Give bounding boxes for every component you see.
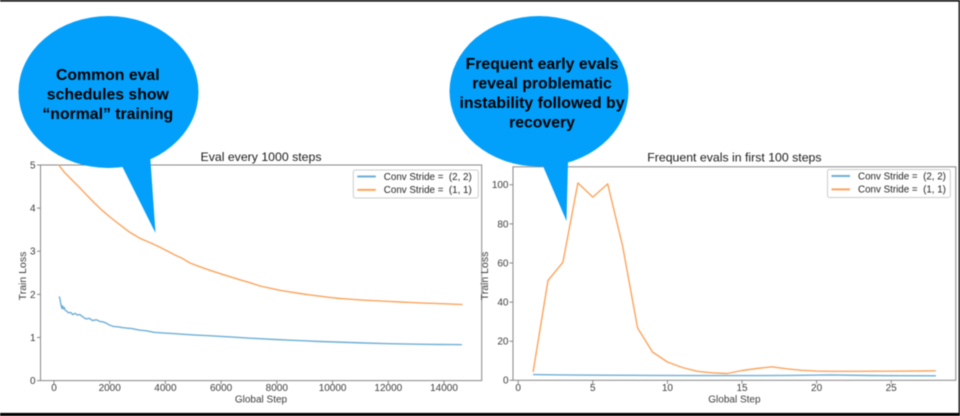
svg-text:instability followed by: instability followed by <box>459 95 624 112</box>
svg-text:2: 2 <box>30 290 36 301</box>
svg-text:25: 25 <box>886 383 898 394</box>
svg-text:Frequent evals in first 100 st: Frequent evals in first 100 steps <box>647 151 821 165</box>
svg-text:Conv Stride = (1, 1): Conv Stride = (1, 1) <box>858 185 946 196</box>
svg-text:20: 20 <box>497 337 509 348</box>
svg-text:Conv Stride = (2, 2): Conv Stride = (2, 2) <box>858 171 946 182</box>
svg-text:“normal” training: “normal” training <box>42 106 173 123</box>
svg-text:Train Loss: Train Loss <box>17 252 29 301</box>
svg-text:6000: 6000 <box>210 383 233 394</box>
svg-text:0: 0 <box>30 376 36 387</box>
svg-text:Eval every 1000 steps: Eval every 1000 steps <box>201 150 322 164</box>
svg-text:60: 60 <box>497 258 509 269</box>
svg-text:recovery: recovery <box>509 114 575 131</box>
svg-text:Frequent early evals: Frequent early evals <box>466 56 619 73</box>
svg-text:1: 1 <box>30 333 36 344</box>
svg-text:Conv Stride = (1, 1): Conv Stride = (1, 1) <box>384 185 472 196</box>
svg-text:2000: 2000 <box>99 383 122 394</box>
svg-text:3: 3 <box>30 247 36 258</box>
svg-text:Conv Stride = (2, 2): Conv Stride = (2, 2) <box>384 172 472 183</box>
svg-text:5: 5 <box>590 383 596 394</box>
svg-text:10000: 10000 <box>319 383 347 394</box>
svg-text:12000: 12000 <box>374 383 402 394</box>
svg-text:0: 0 <box>503 376 509 387</box>
svg-text:40: 40 <box>497 298 509 309</box>
svg-text:10: 10 <box>662 383 674 394</box>
svg-text:14000: 14000 <box>430 383 458 394</box>
svg-text:100: 100 <box>492 180 509 191</box>
svg-text:4: 4 <box>30 204 36 215</box>
svg-text:20: 20 <box>811 383 823 394</box>
svg-text:0: 0 <box>51 383 57 394</box>
svg-text:reveal problematic: reveal problematic <box>472 76 612 93</box>
svg-text:8000: 8000 <box>266 383 289 394</box>
svg-text:Common eval: Common eval <box>56 67 160 84</box>
svg-text:Global Step: Global Step <box>235 395 288 406</box>
svg-text:Train Loss: Train Loss <box>479 252 491 301</box>
svg-text:4000: 4000 <box>154 383 177 394</box>
svg-text:80: 80 <box>497 219 509 230</box>
svg-text:5: 5 <box>30 160 36 171</box>
svg-text:15: 15 <box>736 383 748 394</box>
svg-text:Global Step: Global Step <box>708 395 761 406</box>
svg-text:schedules show: schedules show <box>47 86 170 103</box>
svg-text:0: 0 <box>515 383 521 394</box>
